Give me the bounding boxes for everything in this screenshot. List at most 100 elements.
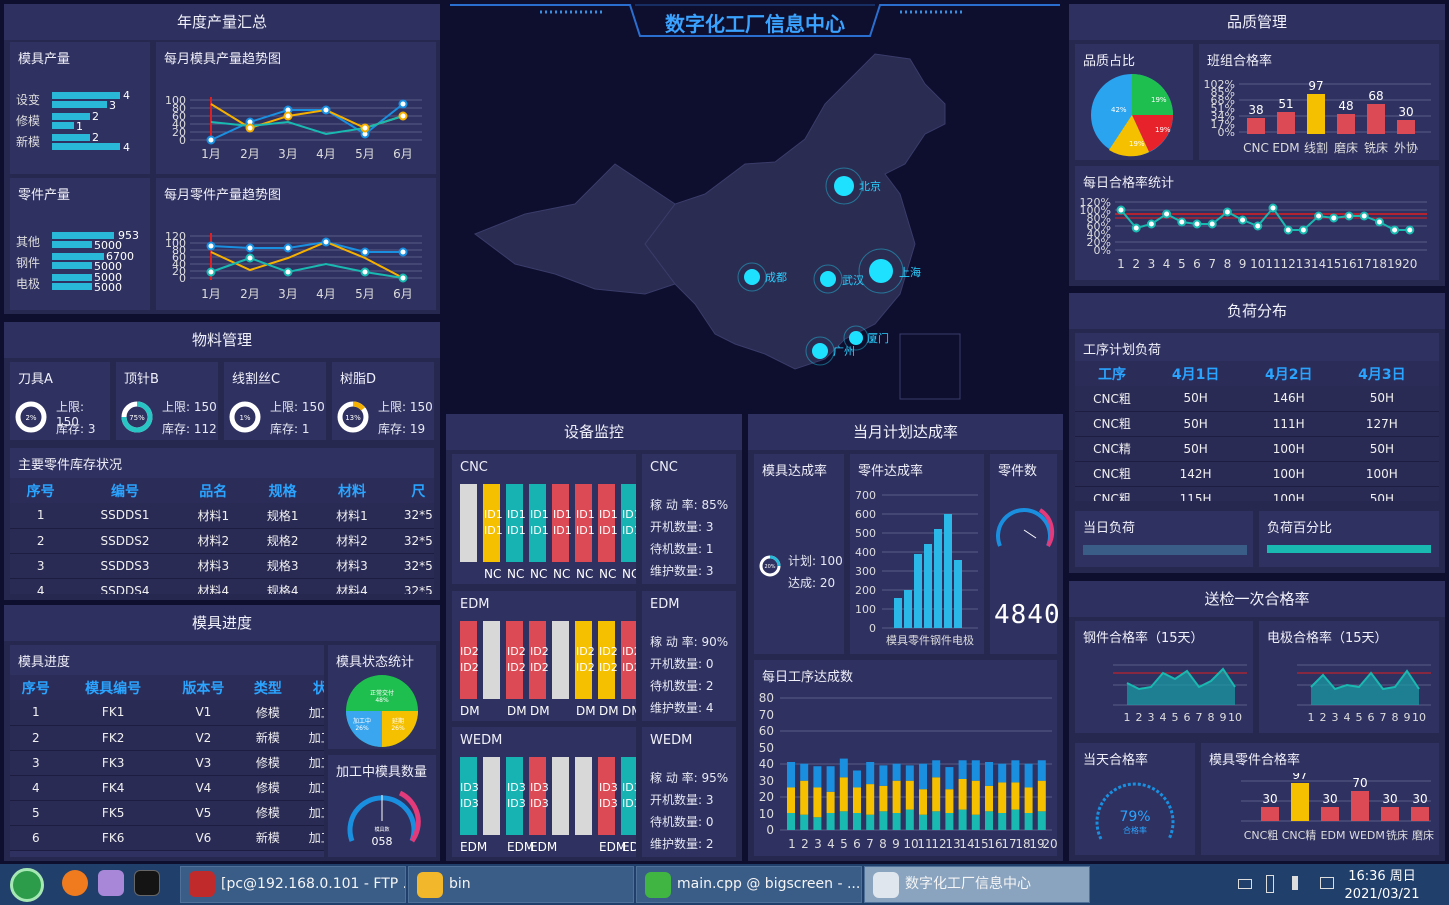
svg-text:ID1: ID1	[576, 508, 595, 521]
mold-output-title: 模具产量	[18, 52, 71, 67]
taskbar-button-bin[interactable]: bin	[408, 866, 634, 903]
quality-x-label: 1	[1117, 257, 1125, 271]
quality-point	[1374, 217, 1384, 227]
svg-text:60: 60	[172, 110, 186, 123]
clock[interactable]: 16:36 周日 2021/03/21	[1344, 869, 1420, 902]
part-count-box: 零件数 4840	[990, 454, 1060, 654]
daily-process-box: 每日工序达成数 80 70 60 50 40 30 20 10 0 1 2 3 4 5 6 7 8 9 10 11 1…	[754, 660, 1057, 856]
header-frame: 数字化工厂信息中心	[445, 0, 1065, 40]
inspect-x-label: 3	[1332, 711, 1339, 724]
stack-bar-segment	[879, 785, 888, 812]
svg-text:2月: 2月	[240, 147, 260, 161]
stack-bar-segment	[958, 809, 967, 830]
svg-text:ID2: ID2	[576, 661, 595, 674]
svg-text:50: 50	[759, 741, 774, 755]
stack-bar-segment	[1011, 760, 1020, 783]
stack-bar-segment	[826, 766, 835, 792]
table-row: CNC粗50H111H127H100	[1075, 411, 1439, 437]
firefox-icon[interactable]	[62, 870, 88, 896]
usb-icon[interactable]	[1266, 875, 1274, 893]
taskbar-button-dashboard[interactable]: 数字化工厂信息中心	[864, 866, 1090, 903]
svg-text:7: 7	[866, 837, 874, 851]
volume-icon[interactable]	[1292, 876, 1306, 890]
file-manager-icon[interactable]	[98, 870, 124, 896]
svg-text:26%: 26%	[355, 725, 369, 732]
stack-bar-segment	[892, 813, 901, 830]
terminal-icon[interactable]	[134, 870, 160, 896]
page-title: 数字化工厂信息中心	[665, 12, 845, 36]
svg-text:97: 97	[1308, 79, 1323, 93]
svg-text:模具零件钢件电极: 模具零件钢件电极	[886, 633, 974, 647]
svg-text:ID2: ID2	[530, 645, 549, 658]
stock-table: 序号 编号 品名 规格 材料尺 1 SSDDS1 材料1 规格1 材料1 32*5 2 SSDDS2…	[10, 478, 434, 594]
inspect-x-label: 6	[1368, 711, 1375, 724]
stack-bar-segment	[1011, 782, 1020, 810]
svg-text:WEDM: WEDM	[1349, 829, 1385, 842]
svg-text:DM: DM	[530, 704, 550, 718]
part-rate-box: 零件达成率 700 600 500 400 300 200 100 0 模具零件钢件电极	[850, 454, 984, 654]
svg-text:其他: 其他	[16, 235, 40, 249]
svg-text:NC: NC	[599, 567, 616, 581]
quality-point	[1329, 213, 1339, 223]
count-gauge-icon	[996, 508, 1055, 548]
svg-text:DM: DM	[599, 704, 619, 718]
svg-text:700: 700	[855, 489, 876, 502]
svg-text:DM: DM	[460, 704, 480, 718]
svg-text:延期: 延期	[392, 717, 404, 725]
mold-output-value: 4	[123, 89, 130, 102]
svg-text:ID1: ID1	[484, 508, 503, 521]
inspect-x-label: 2	[1136, 711, 1143, 724]
svg-text:6700: 6700	[106, 250, 134, 263]
quality-point	[1298, 225, 1308, 235]
taskbar-button-filezilla[interactable]: [pc@192.168.0.101 - FTP ...	[180, 866, 406, 903]
mold-progress-table-box: 模具进度 序号模具编号版本号类型状态 1FK1V1修模加工中 2FK2V2新模加…	[10, 645, 324, 857]
stack-bar-segment	[905, 809, 914, 830]
stack-bar-segment	[879, 765, 888, 786]
load-plan-box: 工序计划负荷 工序4月1日4月2日4月3日4月 CNC粗50H146H50H10…	[1075, 333, 1439, 501]
svg-text:EDM: EDM	[599, 840, 626, 854]
svg-text:NC: NC	[576, 567, 593, 581]
mold-trend-box: 每月模具产量趋势图 100 80 60 40 20 0 1月 2月 3月 4月 5月 6月	[156, 42, 436, 174]
stack-bar-segment	[919, 763, 927, 790]
quality-x-label: 14	[1311, 257, 1326, 271]
stack-bar-segment	[800, 763, 809, 781]
taskbar-button-qtcreator[interactable]: main.cpp @ bigscreen - ...	[636, 866, 862, 903]
quality-point	[1192, 219, 1202, 229]
inspect-x-label: 10	[1412, 711, 1426, 724]
svg-text:6月: 6月	[393, 287, 413, 301]
mold-output-bar	[52, 101, 107, 108]
mold-progress-title: 模具进度	[4, 605, 440, 641]
svg-text:60%: 60%	[1087, 220, 1111, 233]
table-row: 4 SSDDS4 材料4 规格4 材料4 32*5	[10, 578, 434, 594]
mold-output-bar	[52, 92, 120, 99]
quality-x-label: 19	[1387, 257, 1402, 271]
quality-x-label: 18	[1372, 257, 1387, 271]
stack-bar-segment	[839, 811, 848, 830]
svg-text:48: 48	[1338, 99, 1353, 113]
start-menu-icon[interactable]	[10, 868, 44, 902]
stack-bar-segment	[800, 814, 809, 830]
svg-text:0%: 0%	[1218, 126, 1235, 139]
svg-text:ID1: ID1	[576, 524, 595, 537]
stack-bar-segment	[919, 814, 927, 830]
material-item: 线割丝C 1% 上限: 150 库存: 1	[224, 362, 326, 440]
network-icon[interactable]	[1320, 877, 1334, 889]
table-row: 2 SSDDS2 材料2 规格2 材料2 32*5	[10, 528, 434, 554]
svg-text:5月: 5月	[355, 287, 375, 301]
svg-text:ID1: ID1	[622, 508, 636, 521]
table-row: 3FK3V3修模加工中	[10, 750, 324, 776]
quality-x-label: 3	[1148, 257, 1156, 271]
keyboard-icon[interactable]	[1238, 879, 1252, 889]
wedm-stats: WEDM 稼 动 率: 95% 开机数量: 3 待机数量: 0 维护数量: 2	[642, 727, 736, 857]
load-table: 工序4月1日4月2日4月3日4月 CNC粗50H146H50H100 CNC粗5…	[1075, 361, 1439, 501]
svg-text:北京: 北京	[859, 179, 881, 193]
svg-text:ID1: ID1	[622, 524, 636, 537]
svg-text:18: 18	[1015, 837, 1030, 851]
stock-table-title: 主要零件库存状况	[18, 458, 123, 473]
svg-text:5月: 5月	[355, 147, 375, 161]
svg-text:9: 9	[892, 837, 900, 851]
quality-title: 品质管理	[1069, 4, 1445, 40]
stack-bar-segment	[1037, 780, 1046, 812]
